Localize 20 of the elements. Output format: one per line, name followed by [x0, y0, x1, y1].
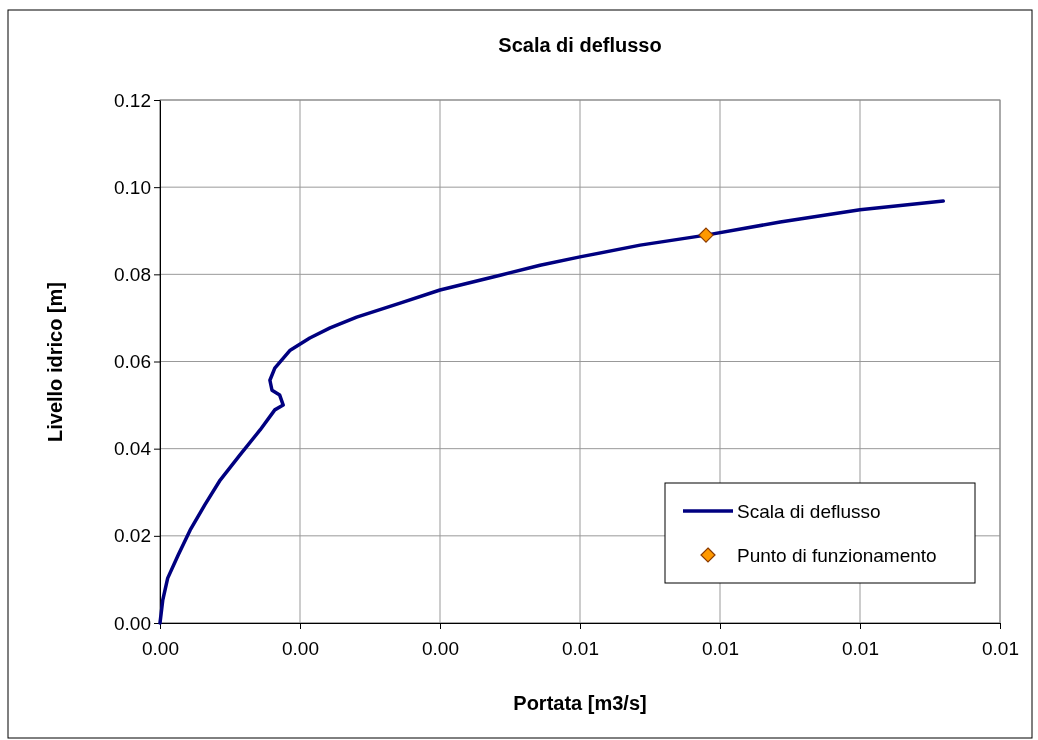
y-tick-label: 0.12 [114, 89, 151, 111]
legend-label: Scala di deflusso [737, 501, 881, 522]
y-tick-label: 0.10 [114, 176, 151, 198]
y-tick-label: 0.08 [114, 263, 151, 285]
y-tick-label: 0.00 [114, 612, 151, 634]
x-tick-label: 0.01 [702, 637, 739, 659]
y-axis-title: Livello idrico [m] [44, 281, 66, 443]
x-tick-label: 0.01 [842, 637, 879, 659]
y-tick-label: 0.02 [114, 525, 151, 547]
x-tick-label: 0.00 [422, 637, 459, 659]
x-tick-label: 0.01 [562, 637, 599, 659]
x-tick-label: 0.00 [282, 637, 319, 659]
line-series [158, 199, 946, 625]
legend-label: Punto di funzionamento [737, 545, 937, 566]
y-tick-label: 0.04 [114, 438, 152, 460]
x-tick-label: 0.01 [982, 637, 1019, 659]
chart-title: Scala di deflusso [498, 34, 662, 56]
y-tick-label: 0.06 [114, 351, 151, 373]
x-axis-title: Portata [m3/s] [513, 692, 647, 714]
x-tick-label: 0.00 [142, 637, 179, 659]
